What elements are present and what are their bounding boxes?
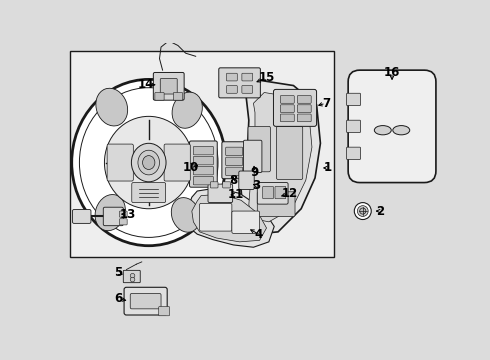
- FancyBboxPatch shape: [263, 186, 273, 199]
- Polygon shape: [241, 80, 320, 234]
- Ellipse shape: [172, 92, 202, 128]
- Ellipse shape: [130, 277, 135, 282]
- Ellipse shape: [104, 116, 193, 209]
- Text: 14: 14: [138, 78, 154, 91]
- Text: 12: 12: [281, 187, 298, 200]
- Text: 13: 13: [120, 208, 136, 221]
- FancyBboxPatch shape: [248, 126, 270, 172]
- Text: 9: 9: [251, 166, 259, 179]
- FancyBboxPatch shape: [257, 192, 295, 216]
- FancyBboxPatch shape: [226, 86, 237, 93]
- Text: 10: 10: [183, 161, 199, 175]
- FancyBboxPatch shape: [130, 293, 161, 309]
- Ellipse shape: [79, 88, 218, 237]
- FancyBboxPatch shape: [103, 207, 123, 226]
- FancyBboxPatch shape: [123, 270, 140, 283]
- FancyBboxPatch shape: [280, 114, 294, 122]
- FancyBboxPatch shape: [226, 157, 243, 166]
- Ellipse shape: [130, 274, 135, 278]
- Polygon shape: [186, 188, 274, 247]
- Polygon shape: [192, 194, 267, 242]
- FancyBboxPatch shape: [242, 86, 253, 93]
- Text: 8: 8: [229, 174, 238, 187]
- Ellipse shape: [138, 150, 160, 175]
- FancyBboxPatch shape: [159, 306, 170, 316]
- FancyBboxPatch shape: [194, 176, 214, 185]
- FancyBboxPatch shape: [194, 166, 214, 175]
- Text: 16: 16: [384, 66, 400, 79]
- FancyBboxPatch shape: [222, 142, 246, 179]
- FancyBboxPatch shape: [107, 144, 133, 181]
- FancyBboxPatch shape: [219, 68, 260, 98]
- Bar: [70, 51, 334, 257]
- FancyBboxPatch shape: [346, 93, 361, 105]
- FancyBboxPatch shape: [73, 210, 91, 223]
- FancyBboxPatch shape: [297, 114, 311, 122]
- FancyBboxPatch shape: [164, 144, 190, 181]
- FancyBboxPatch shape: [190, 141, 217, 187]
- Ellipse shape: [143, 156, 155, 170]
- Text: 11: 11: [227, 188, 244, 201]
- FancyBboxPatch shape: [239, 171, 254, 189]
- FancyBboxPatch shape: [155, 93, 164, 100]
- FancyBboxPatch shape: [222, 182, 230, 188]
- FancyBboxPatch shape: [257, 183, 288, 204]
- FancyBboxPatch shape: [226, 73, 237, 81]
- FancyBboxPatch shape: [120, 211, 127, 217]
- FancyBboxPatch shape: [160, 78, 177, 94]
- Ellipse shape: [172, 198, 200, 232]
- FancyBboxPatch shape: [346, 147, 361, 159]
- Ellipse shape: [354, 203, 371, 220]
- FancyBboxPatch shape: [199, 203, 232, 231]
- FancyBboxPatch shape: [124, 287, 167, 315]
- Text: 1: 1: [324, 161, 332, 175]
- FancyBboxPatch shape: [153, 72, 184, 100]
- FancyBboxPatch shape: [346, 120, 361, 132]
- Text: 2: 2: [376, 204, 385, 217]
- FancyBboxPatch shape: [194, 156, 214, 165]
- FancyBboxPatch shape: [275, 186, 286, 199]
- Ellipse shape: [357, 206, 368, 216]
- FancyBboxPatch shape: [297, 95, 311, 103]
- FancyBboxPatch shape: [132, 183, 166, 203]
- FancyBboxPatch shape: [194, 147, 214, 155]
- FancyBboxPatch shape: [120, 219, 127, 225]
- FancyBboxPatch shape: [276, 126, 303, 180]
- FancyBboxPatch shape: [242, 73, 253, 81]
- Text: 7: 7: [322, 97, 330, 110]
- Text: 3: 3: [252, 179, 261, 192]
- FancyBboxPatch shape: [297, 105, 311, 112]
- FancyBboxPatch shape: [173, 93, 183, 100]
- FancyBboxPatch shape: [208, 184, 233, 203]
- Text: 5: 5: [114, 266, 122, 279]
- FancyBboxPatch shape: [273, 89, 317, 126]
- FancyBboxPatch shape: [280, 95, 294, 103]
- Text: 6: 6: [115, 292, 123, 305]
- FancyBboxPatch shape: [348, 70, 436, 183]
- Text: 15: 15: [258, 71, 275, 84]
- Ellipse shape: [72, 80, 226, 246]
- FancyBboxPatch shape: [232, 211, 260, 233]
- FancyBboxPatch shape: [226, 147, 243, 156]
- Ellipse shape: [374, 126, 392, 135]
- FancyBboxPatch shape: [226, 167, 243, 176]
- Ellipse shape: [95, 194, 125, 231]
- Polygon shape: [249, 93, 312, 222]
- Text: 4: 4: [255, 228, 263, 240]
- Ellipse shape: [393, 126, 410, 135]
- Ellipse shape: [96, 88, 128, 126]
- Ellipse shape: [131, 143, 166, 182]
- FancyBboxPatch shape: [244, 140, 262, 172]
- Ellipse shape: [360, 208, 366, 214]
- FancyBboxPatch shape: [210, 182, 218, 188]
- FancyBboxPatch shape: [280, 105, 294, 112]
